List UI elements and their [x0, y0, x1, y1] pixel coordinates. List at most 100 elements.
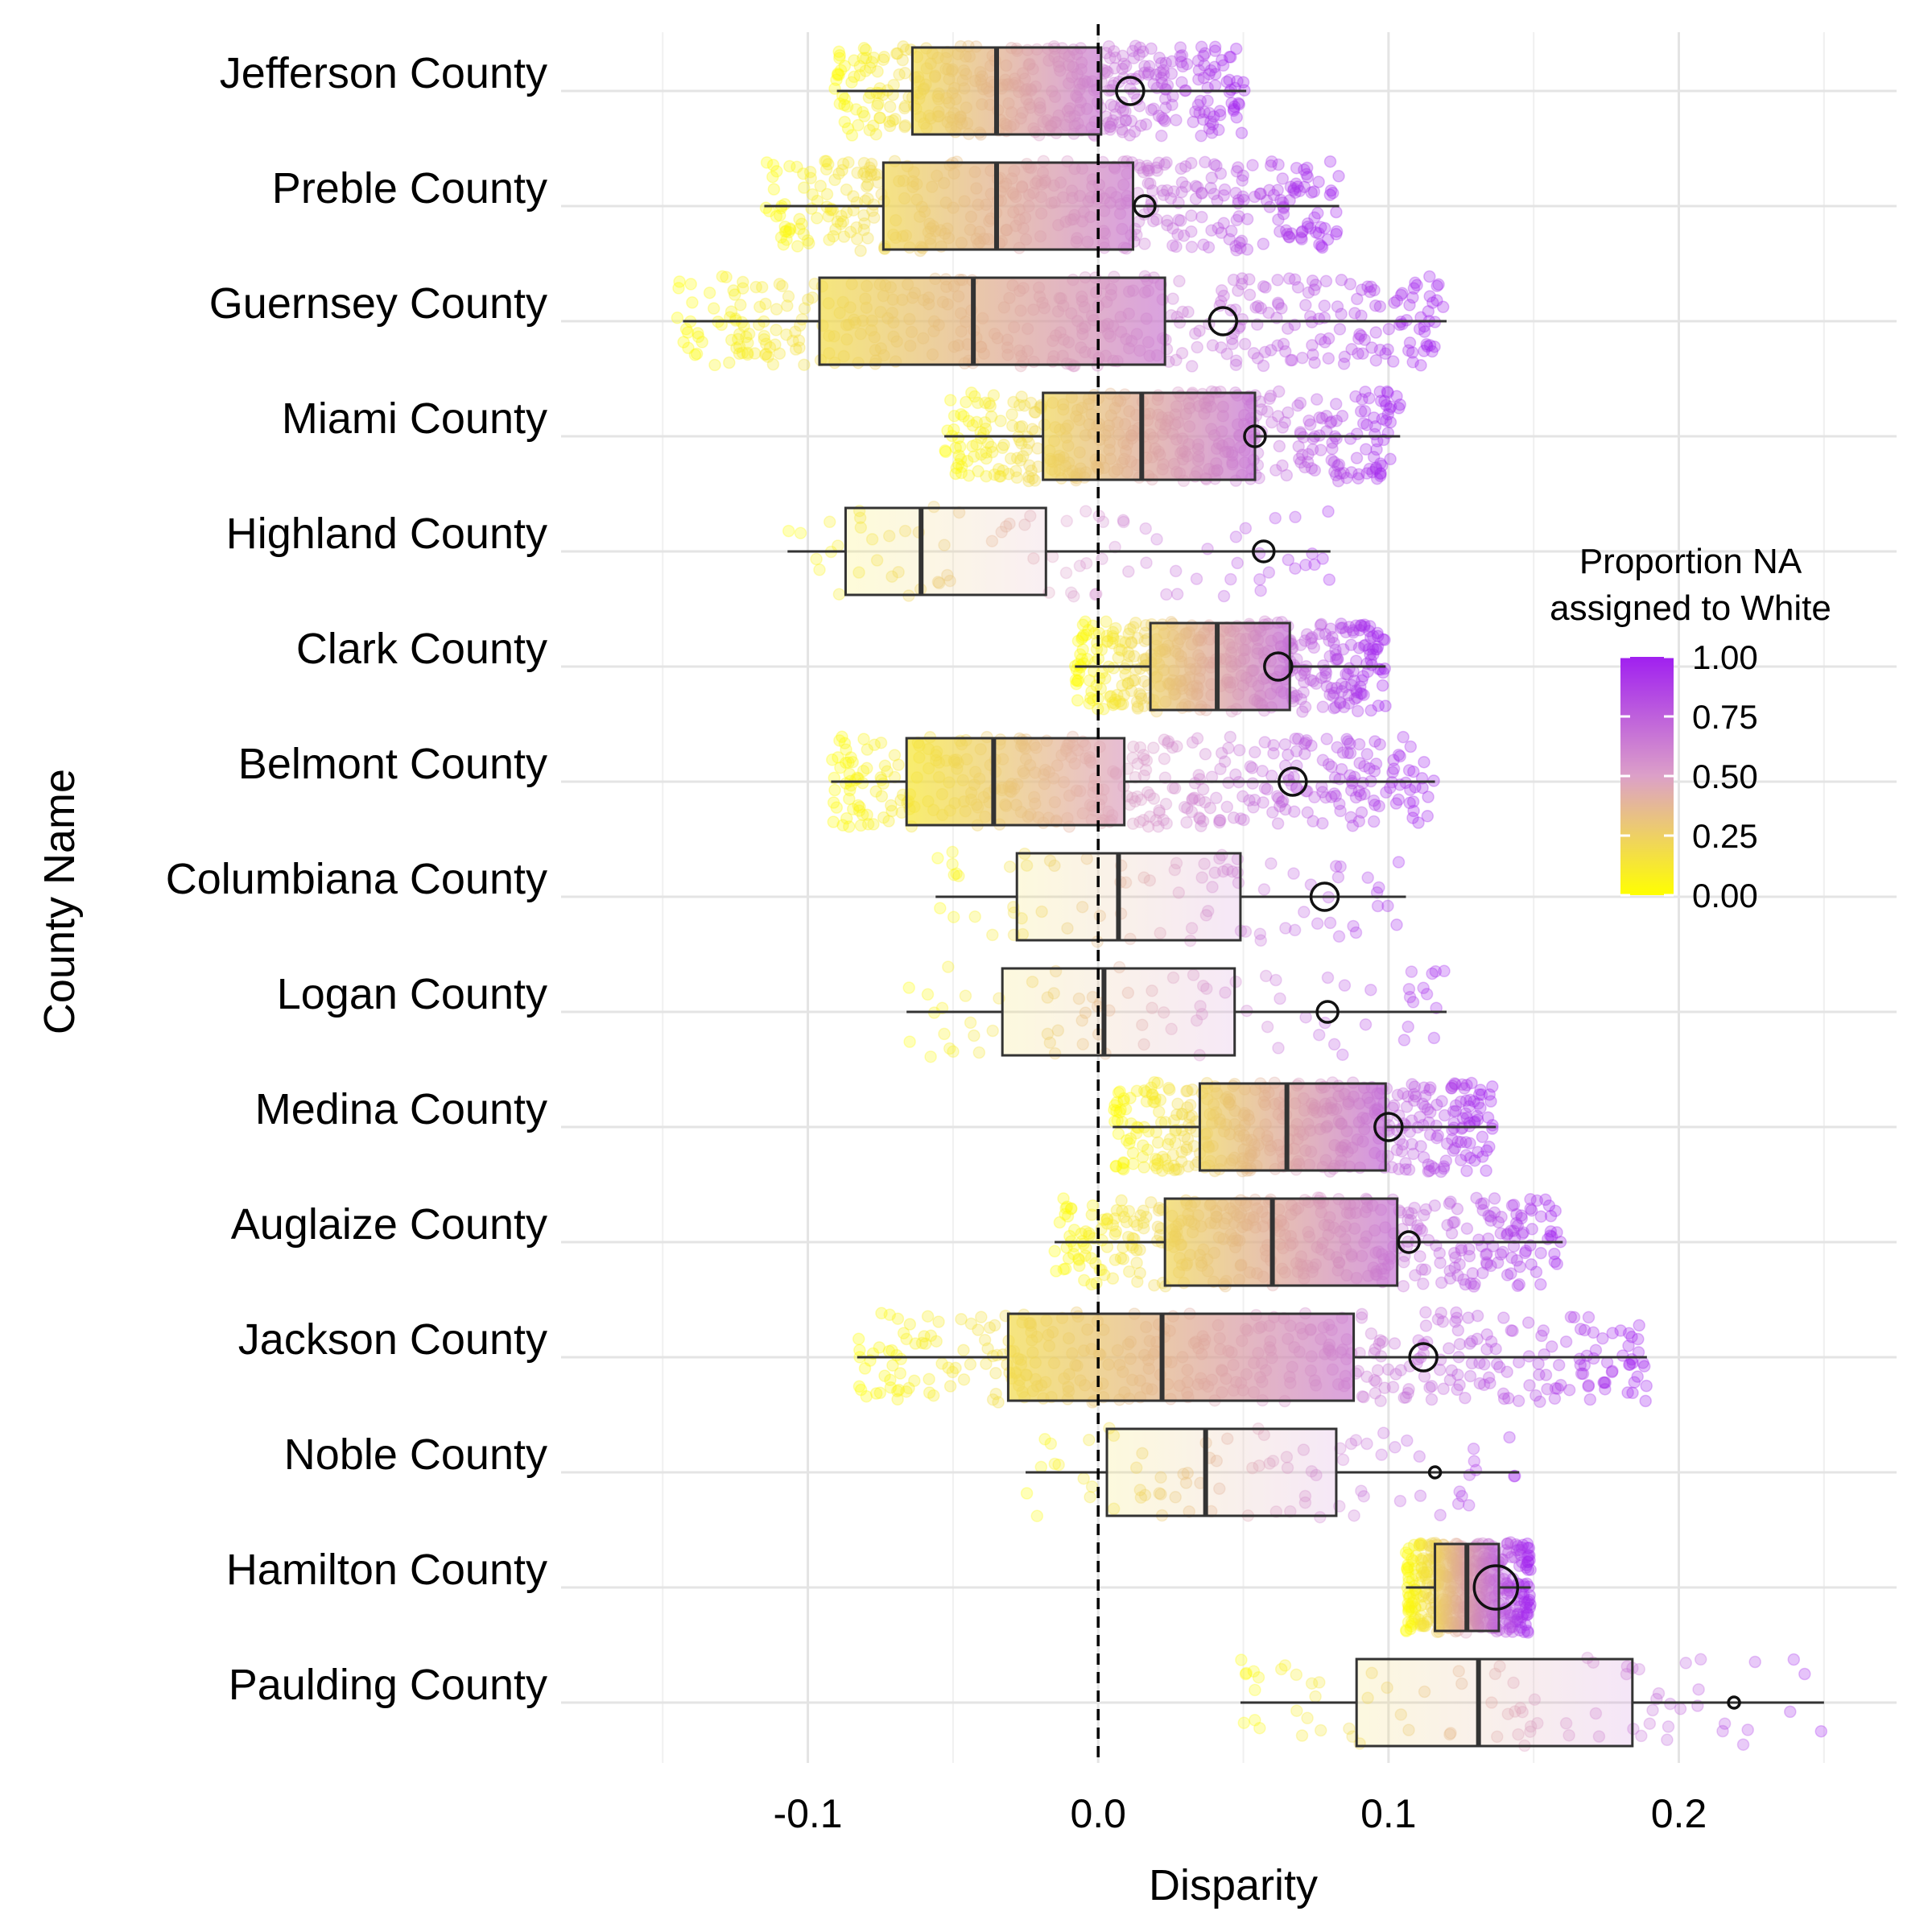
jitter-point: [1289, 186, 1302, 199]
jitter-point: [1252, 299, 1265, 313]
jitter-point: [1179, 160, 1192, 173]
jitter-point: [1298, 180, 1311, 193]
jitter-point: [1511, 1219, 1525, 1232]
jitter-point: [1313, 411, 1326, 424]
jitter-point: [1160, 156, 1173, 169]
jitter-point: [740, 330, 753, 344]
jitter-point: [1096, 515, 1110, 529]
jitter-point: [1482, 1371, 1496, 1385]
jitter-point: [829, 223, 842, 236]
jitter-point: [1370, 443, 1383, 456]
jitter-point: [1390, 294, 1404, 308]
jitter-point: [1308, 558, 1321, 572]
jitter-point: [873, 111, 886, 125]
jitter-point: [737, 282, 749, 295]
jitter-point: [1321, 233, 1335, 246]
jitter-point: [1034, 1460, 1048, 1474]
jitter-point: [884, 1381, 898, 1394]
jitter-point: [1513, 1260, 1526, 1274]
jitter-point: [1255, 402, 1268, 416]
jitter-point: [1455, 1136, 1468, 1149]
jitter-point: [1282, 230, 1295, 243]
jitter-point: [1321, 971, 1335, 985]
jitter-point: [857, 156, 871, 170]
jitter-point: [1203, 106, 1216, 120]
jitter-point: [1104, 52, 1117, 64]
jitter-point: [1136, 1150, 1150, 1164]
jitter-point: [1404, 740, 1418, 753]
jitter-point: [1497, 1311, 1510, 1324]
jitter-point: [1133, 1243, 1146, 1257]
jitter-point: [859, 64, 873, 77]
jitter-point: [1419, 1306, 1432, 1319]
jitter-point: [858, 109, 871, 123]
jitter-point: [1430, 279, 1443, 292]
jitter-point: [1204, 181, 1217, 195]
jitter-point: [1626, 1356, 1639, 1369]
jitter-point: [1294, 692, 1308, 706]
jitter-point: [1505, 1323, 1518, 1337]
box: [881, 161, 1134, 251]
jitter-point: [1397, 1034, 1411, 1046]
jitter-point: [1205, 126, 1219, 139]
jitter-point: [1120, 114, 1133, 127]
jitter-point: [1135, 692, 1148, 705]
jitter-point: [1251, 352, 1265, 365]
jitter-point: [797, 167, 810, 180]
jitter-point: [1271, 339, 1284, 352]
jitter-point: [1079, 1249, 1092, 1262]
jitter-point: [1369, 353, 1383, 367]
jitter-point: [1254, 187, 1267, 200]
jitter-point: [1220, 75, 1233, 89]
jitter-point: [877, 777, 890, 791]
jitter-point: [1013, 420, 1026, 434]
jitter-point: [1013, 398, 1026, 412]
jitter-point: [1240, 1666, 1253, 1680]
jitter-point: [1320, 410, 1333, 423]
jitter-point: [1106, 696, 1119, 709]
jitter-point: [1229, 240, 1242, 253]
jitter-point: [1299, 559, 1312, 572]
jitter-point: [1235, 126, 1249, 139]
jitter-point: [1167, 185, 1180, 198]
jitter-point: [1208, 44, 1222, 57]
jitter-point: [1393, 398, 1406, 411]
box: [1015, 852, 1242, 942]
jitter-point: [696, 336, 708, 349]
jitter-point: [1492, 1360, 1506, 1374]
jitter-point: [1125, 114, 1138, 128]
jitter-point: [861, 178, 874, 192]
jitter-point: [1235, 234, 1249, 248]
jitter-point: [1293, 452, 1306, 465]
jitter-point: [1661, 1733, 1674, 1747]
jitter-point: [1176, 305, 1189, 319]
jitter-point: [1309, 279, 1323, 291]
jitter-point: [1319, 275, 1333, 288]
jitter-point: [1377, 1426, 1390, 1439]
jitter-point: [1323, 650, 1336, 663]
jitter-point: [1328, 465, 1341, 478]
jitter-point: [1539, 1193, 1552, 1207]
jitter-point: [1009, 464, 1022, 477]
jitter-point: [832, 588, 846, 601]
jitter-point: [1323, 634, 1335, 647]
jitter-point: [1314, 1724, 1327, 1737]
jitter-point: [1315, 221, 1327, 234]
jitter-point: [1364, 620, 1377, 633]
jitter-point: [1424, 1106, 1437, 1119]
jitter-point: [1230, 213, 1244, 227]
jitter-point: [1495, 1211, 1508, 1224]
jitter-point: [1060, 1241, 1073, 1254]
jitter-point: [1331, 870, 1345, 884]
jitter-point: [1521, 1316, 1535, 1329]
jitter-point: [986, 928, 999, 942]
jitter-point: [1385, 1161, 1398, 1174]
jitter-point: [1134, 689, 1148, 702]
jitter-point: [1253, 188, 1266, 200]
jitter-point: [723, 356, 736, 369]
jitter-point: [1101, 116, 1115, 130]
jitter-point: [1637, 1360, 1651, 1373]
jitter-point: [1241, 243, 1254, 256]
jitter-point: [1367, 794, 1381, 807]
jitter-point: [830, 801, 844, 814]
